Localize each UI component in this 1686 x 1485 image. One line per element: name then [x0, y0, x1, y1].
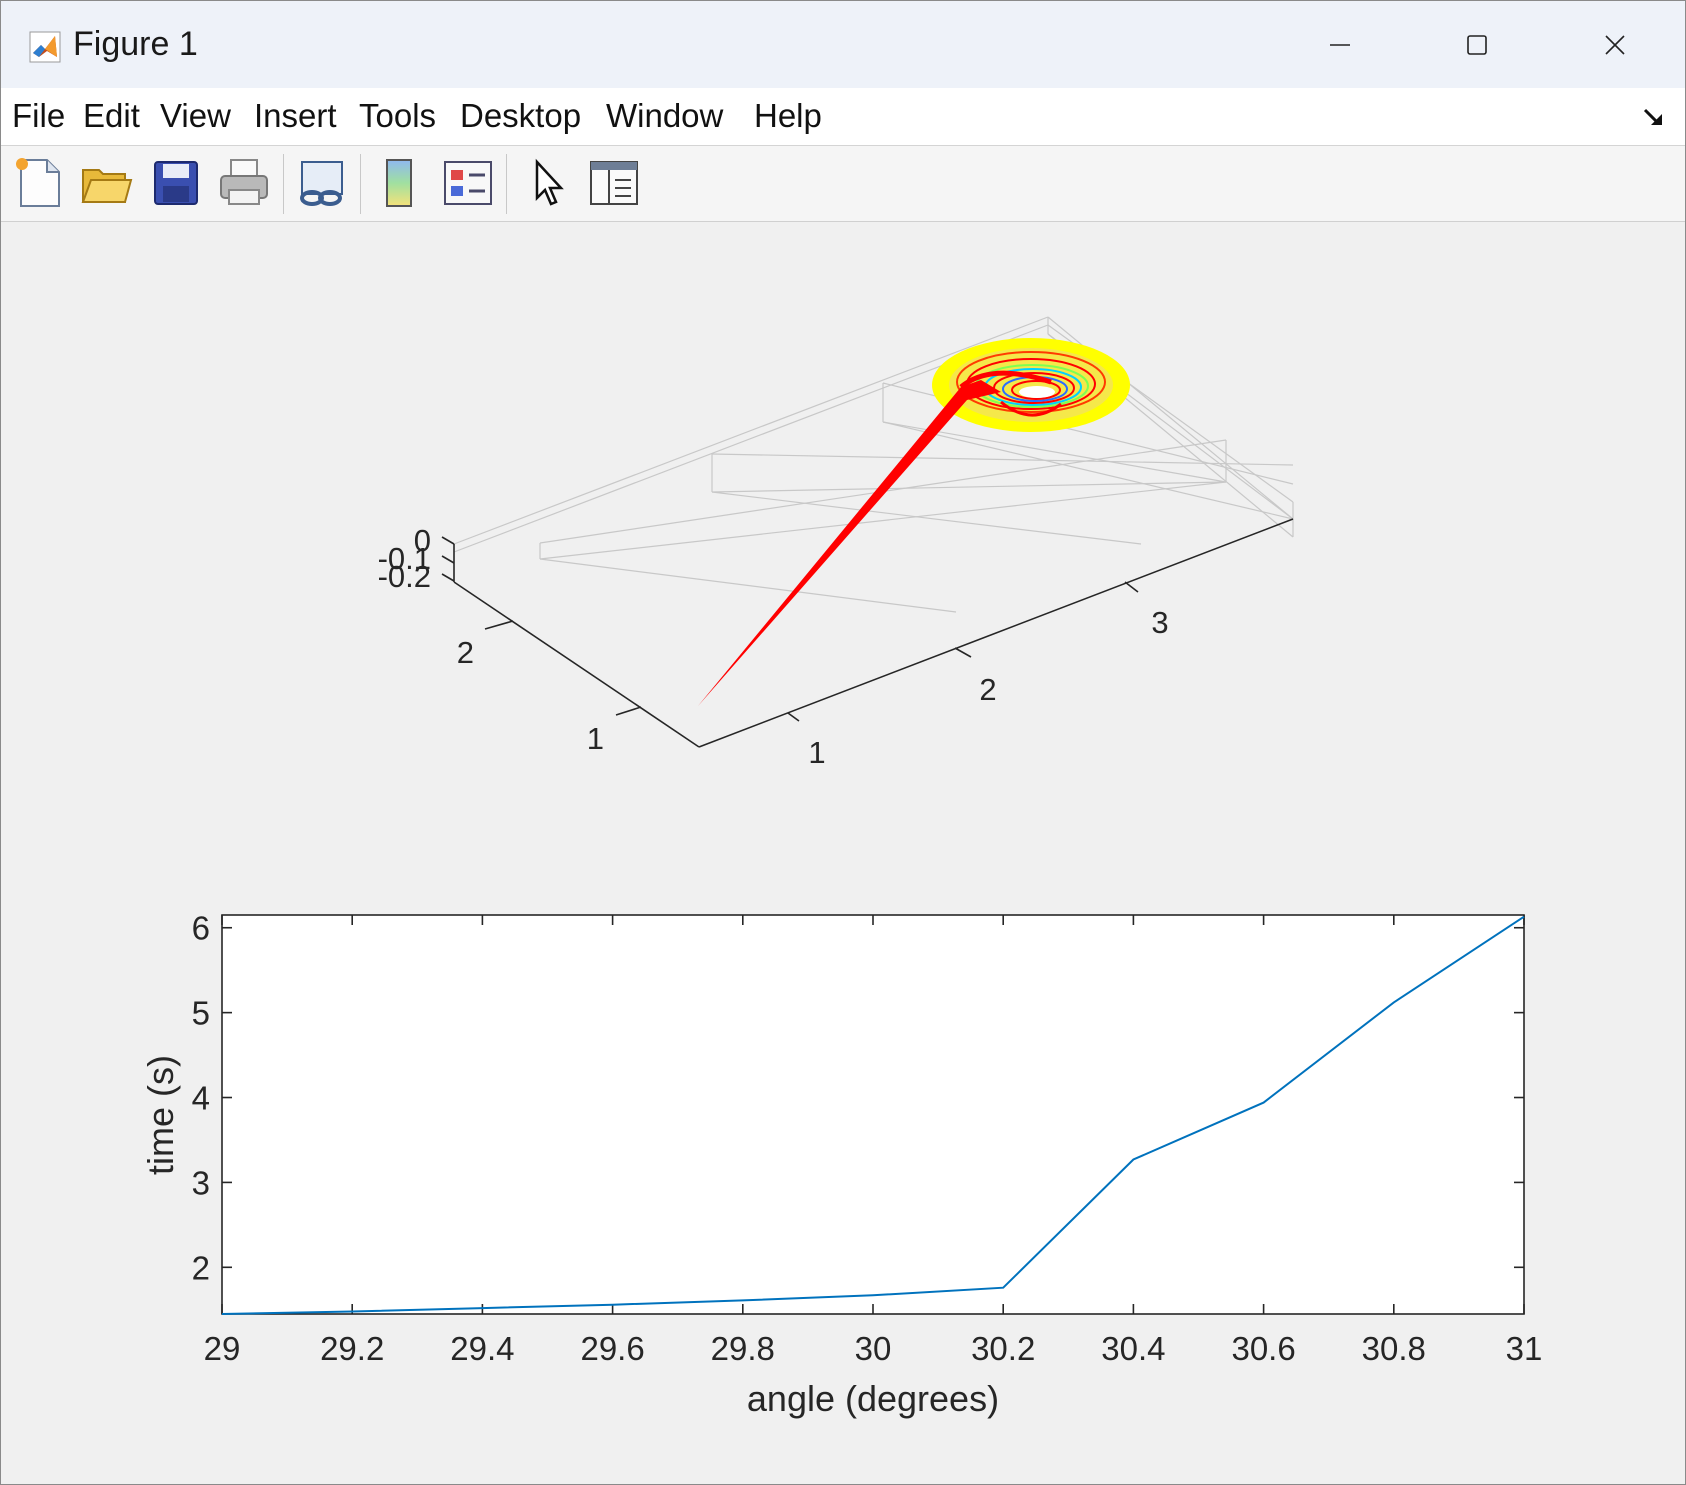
x-axis-label: angle (degrees) [747, 1378, 999, 1419]
link-plot-icon[interactable] [296, 156, 350, 210]
toolbar-separator [506, 154, 507, 214]
x-tick-label: 29.6 [580, 1330, 644, 1367]
axes-2d[interactable]: 29 29.2 29.4 29.6 29.8 30 30.2 30.4 30.6 30.8 31 2 3… [140, 910, 1542, 1419]
x-tick-label: 30.6 [1231, 1330, 1295, 1367]
funnel-surface [932, 338, 1130, 432]
print-icon[interactable] [217, 156, 271, 210]
save-icon[interactable] [149, 156, 203, 210]
x-tick-label: 29.2 [320, 1330, 384, 1367]
menu-desktop[interactable]: Desktop [460, 97, 582, 134]
menu-edit[interactable]: Edit [83, 97, 140, 134]
legend-icon[interactable] [441, 156, 495, 210]
x-tick-label: 30.8 [1362, 1330, 1426, 1367]
x-tick-label: 3 [1151, 605, 1168, 640]
y-tick-label: 2 [457, 635, 474, 670]
menu-file[interactable]: File [12, 97, 66, 134]
menu-window[interactable]: Window [606, 97, 724, 134]
dock-arrow-icon[interactable] [1641, 104, 1667, 130]
tick-labels: 29 29.2 29.4 29.6 29.8 30 30.2 30.4 30.6 30.8 31 2 3… [192, 910, 1543, 1367]
close-button[interactable] [1546, 1, 1683, 88]
axis-ticks [221, 915, 1525, 1314]
y-tick-label: 5 [192, 995, 210, 1032]
x-tick-label: 29 [204, 1330, 241, 1367]
x-tick-label: 30.4 [1101, 1330, 1165, 1367]
minimize-button[interactable] [1271, 1, 1408, 88]
x-tick-label: 1 [808, 735, 825, 770]
trajectory-path [698, 370, 1052, 706]
series-line [221, 915, 1525, 1315]
axis-lines-3d [441, 518, 1294, 748]
y-tick-label: 3 [192, 1164, 210, 1201]
plot-area [221, 914, 1525, 1315]
minimize-icon [1329, 43, 1350, 46]
menu-view[interactable]: View [160, 97, 231, 134]
pointer-icon[interactable] [521, 156, 575, 210]
x-tick-label: 2 [979, 672, 996, 707]
maximize-icon [1466, 34, 1487, 55]
window-title: Figure 1 [73, 25, 198, 63]
menu-bar: File Edit View Insert Tools Desktop Wind… [1, 88, 1685, 146]
x-tick-label: 30 [855, 1330, 892, 1367]
toolbar [1, 146, 1685, 222]
z-tick-label: 0 [414, 523, 431, 558]
figure-canvas: 0 -0.1 -0.2 2 1 1 2 3 29 29.2 29.4 29.6 29.8… [140, 316, 1542, 1419]
new-figure-icon[interactable] [13, 156, 67, 210]
title-bar[interactable]: Figure 1 [1, 1, 1685, 88]
y-axis-label: time (s) [140, 1055, 181, 1175]
menu-help[interactable]: Help [754, 97, 822, 134]
z-tick-label: -0.1 [378, 541, 431, 576]
matlab-logo-icon [29, 31, 61, 63]
z-tick-label: -0.2 [378, 559, 431, 594]
maximize-button[interactable] [1408, 1, 1545, 88]
y-tick-label: 6 [192, 910, 210, 947]
x-tick-label: 29.8 [711, 1330, 775, 1367]
close-icon [1604, 34, 1625, 55]
colorbar-icon[interactable] [373, 156, 427, 210]
open-file-icon[interactable] [79, 156, 133, 210]
y-tick-label: 4 [192, 1080, 210, 1117]
property-inspector-icon[interactable] [587, 156, 641, 210]
axes-3d[interactable]: 0 -0.1 -0.2 2 1 1 2 3 [378, 316, 1294, 770]
menu-insert[interactable]: Insert [254, 97, 337, 134]
toolbar-separator [360, 154, 361, 214]
x-tick-label: 31 [1506, 1330, 1543, 1367]
x-tick-label: 29.4 [450, 1330, 514, 1367]
y-tick-label: 1 [587, 721, 604, 756]
menu-tools[interactable]: Tools [359, 97, 437, 134]
y-tick-label: 2 [192, 1249, 210, 1286]
x-tick-label: 30.2 [971, 1330, 1035, 1367]
toolbar-separator [283, 154, 284, 214]
